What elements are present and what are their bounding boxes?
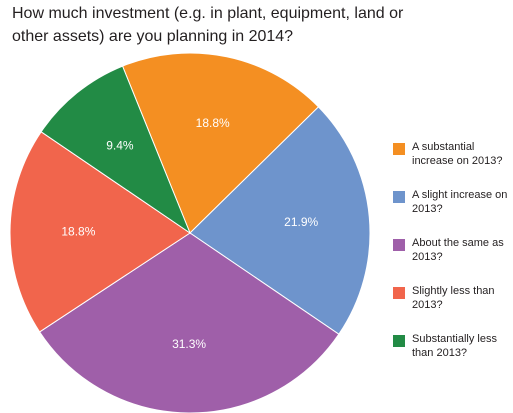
slice-data-label: 21.9% — [284, 215, 318, 229]
legend-swatch — [393, 239, 405, 251]
legend-label: A substantial increase on 2013? — [412, 141, 503, 167]
slice-data-label: 18.8% — [61, 224, 95, 238]
chart-title: How much investment (e.g. in plant, equi… — [12, 5, 404, 45]
legend-swatch — [393, 191, 405, 203]
legend-item: Substantially less than 2013? — [393, 332, 513, 380]
pie-slice — [40, 65, 192, 235]
pie-slice — [9, 131, 191, 333]
slice-data-label: 9.4% — [106, 138, 134, 152]
legend-item: A slight increase on 2013? — [393, 188, 513, 236]
legend-item: Slightly less than 2013? — [393, 284, 513, 332]
legend-swatch — [393, 287, 405, 299]
pie-slice — [121, 52, 320, 234]
legend-item: About the same as 2013? — [393, 236, 513, 284]
pie-slice — [189, 106, 371, 335]
slice-data-label: 18.8% — [196, 116, 230, 130]
legend-swatch — [393, 335, 405, 347]
legend-label: Slightly less than 2013? — [412, 285, 495, 311]
legend-label: Substantially less than 2013? — [412, 333, 497, 359]
chart-legend: A substantial increase on 2013? A slight… — [393, 140, 513, 380]
legend-item: A substantial increase on 2013? — [393, 140, 513, 188]
legend-label: A slight increase on 2013? — [412, 189, 508, 215]
legend-swatch — [393, 143, 405, 155]
slice-data-label: 31.3% — [172, 337, 206, 351]
legend-label: About the same as 2013? — [412, 237, 504, 263]
